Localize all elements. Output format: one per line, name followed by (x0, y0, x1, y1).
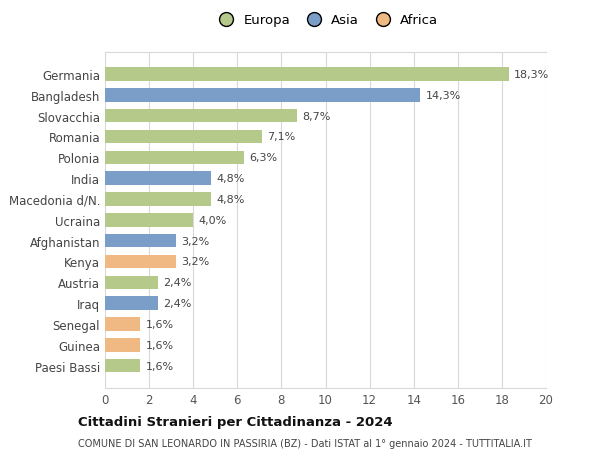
Bar (105, 255, 176, 269)
Text: 4,8%: 4,8% (217, 174, 245, 184)
Text: 3,2%: 3,2% (181, 257, 209, 267)
Text: 18,3%: 18,3% (514, 70, 549, 80)
Text: 7,1%: 7,1% (267, 132, 295, 142)
Text: 1,6%: 1,6% (146, 340, 174, 350)
Bar (105, 130, 262, 144)
Bar (105, 235, 176, 248)
Bar (105, 213, 193, 227)
Bar (105, 172, 211, 185)
Text: Cittadini Stranieri per Cittadinanza - 2024: Cittadini Stranieri per Cittadinanza - 2… (78, 415, 392, 428)
Bar (105, 318, 140, 331)
Bar (105, 151, 244, 165)
Text: 2,4%: 2,4% (163, 298, 192, 308)
Bar (105, 193, 211, 206)
Bar (105, 276, 158, 290)
Text: COMUNE DI SAN LEONARDO IN PASSIRIA (BZ) - Dati ISTAT al 1° gennaio 2024 - TUTTIT: COMUNE DI SAN LEONARDO IN PASSIRIA (BZ) … (78, 438, 532, 448)
Text: 4,0%: 4,0% (199, 215, 227, 225)
Text: 6,3%: 6,3% (250, 153, 278, 163)
Bar (105, 110, 297, 123)
Bar (105, 297, 158, 310)
Text: 2,4%: 2,4% (163, 278, 192, 288)
Bar (105, 68, 509, 82)
Bar (105, 89, 421, 102)
Text: 4,8%: 4,8% (217, 195, 245, 205)
Text: 3,2%: 3,2% (181, 236, 209, 246)
Legend: Europa, Asia, Africa: Europa, Asia, Africa (208, 9, 443, 33)
Text: 8,7%: 8,7% (302, 112, 331, 121)
Text: 1,6%: 1,6% (146, 319, 174, 329)
Text: 1,6%: 1,6% (146, 361, 174, 371)
Text: 14,3%: 14,3% (426, 90, 461, 101)
Bar (105, 338, 140, 352)
Bar (105, 359, 140, 373)
